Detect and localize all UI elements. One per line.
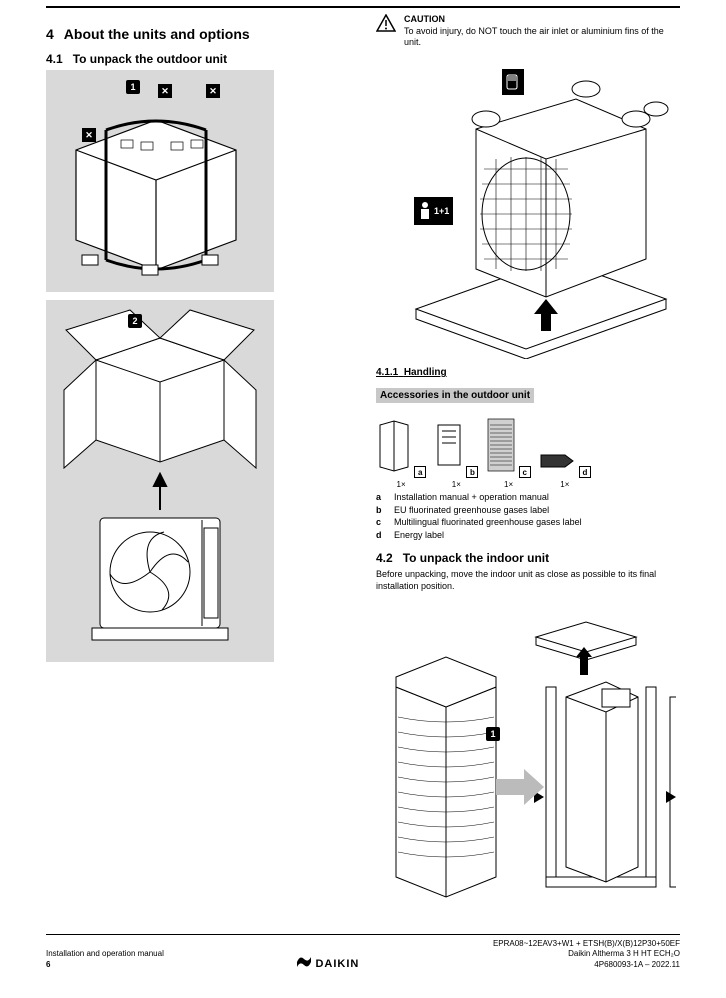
page-footer: Installation and operation manual 6 DAIK… — [46, 934, 680, 970]
heading-4-1: 4.1 To unpack the outdoor unit — [46, 52, 346, 66]
caution-notice: CAUTION To avoid injury, do NOT touch th… — [376, 14, 680, 49]
transition-arrow-icon — [496, 767, 546, 807]
note-before-unpacking: Before unpacking, move the indoor unit a… — [376, 569, 680, 592]
heading-4-2: 4.2 To unpack the indoor unit — [376, 551, 680, 565]
accessories-band: Accessories in the outdoor unit — [376, 388, 534, 403]
accessories-legend: aInstallation manual + operation manual … — [376, 491, 680, 541]
figure-unpack-step1: 1 — [46, 70, 274, 292]
two-person-icon: 1+1 — [414, 197, 453, 225]
heading-4: 4 About the units and options — [46, 26, 346, 42]
cut-mark-icon — [82, 128, 96, 142]
cut-mark-icon — [206, 84, 220, 98]
figure-unpack-step2: 2 — [46, 300, 274, 662]
warning-icon — [376, 14, 396, 32]
accessories-row: a 1× b 1× c 1× d 1× — [376, 415, 680, 489]
label-multilingual-icon — [486, 415, 516, 475]
figure-indoor-unpack: 1 — [376, 597, 676, 917]
gloves-icon — [502, 69, 524, 95]
label-eu-icon — [434, 415, 464, 475]
heading-4-1-1: 4.1.1 Handling — [376, 367, 680, 378]
booklet-icon — [376, 415, 412, 475]
figure-handling: 1+1 — [376, 59, 676, 359]
daikin-logo-icon — [297, 955, 311, 969]
cut-mark-icon — [158, 84, 172, 98]
energy-label-icon — [539, 415, 577, 475]
